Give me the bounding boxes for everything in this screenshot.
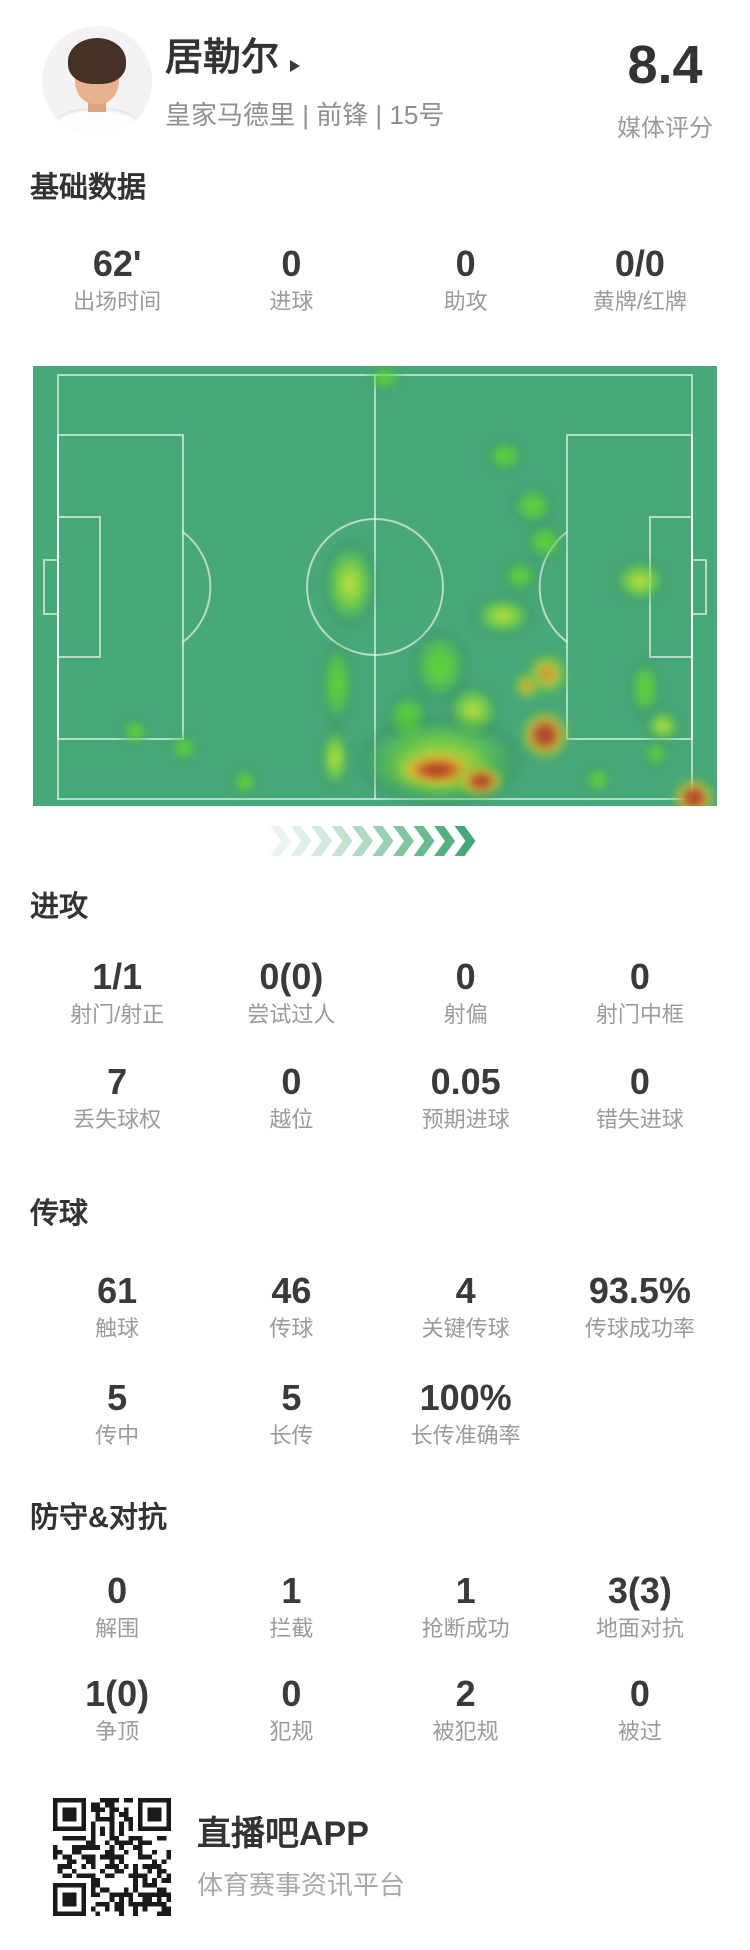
stat-aerial-duels: 1(0) 争顶 (85, 1673, 150, 1745)
passing-stats-row-1: 61 触球 46 传球 4 关键传球 93.5% 传球成功率 (30, 1271, 727, 1343)
avatar-hair (68, 38, 126, 84)
media-rating-value: 8.4 (627, 35, 703, 95)
defense-stats-row-1: 0 解围 1 拦截 1 抢断成功 3(3) 地面对抗 (30, 1571, 727, 1643)
heatmap-pitch (33, 366, 717, 806)
avatar-jersey (55, 108, 139, 136)
passing-stats-row-2: 5 传中 5 长传 100% 长传准确率 (30, 1378, 727, 1450)
heatmap-blobs (33, 366, 717, 806)
stat-offsides: 0 越位 (269, 1061, 314, 1133)
attack-stats-row-1: 1/1 射门/射正 0(0) 尝试过人 0 射偏 0 射门中框 (30, 957, 727, 1029)
player-name: 居勒尔 (165, 37, 280, 79)
section-title-defense: 防守&对抗 (30, 1502, 167, 1534)
stat-possession-lost: 7 丢失球权 (73, 1061, 162, 1133)
stat-dribbled-past: 0 被过 (617, 1673, 662, 1745)
defense-stats-row-2: 1(0) 争顶 0 犯规 2 被犯规 0 被过 (30, 1674, 727, 1746)
stat-fouls: 0 犯规 (269, 1673, 314, 1745)
chevron-arrows-icon (270, 826, 476, 858)
stat-empty (553, 1378, 727, 1450)
stat-minutes-played: 62' 出场时间 (73, 243, 162, 315)
player-avatar (42, 26, 152, 136)
player-team-position: 皇家马德里 | 前锋 | 15号 (165, 100, 445, 130)
section-title-attack: 进攻 (30, 891, 89, 923)
player-dropdown-icon[interactable] (290, 60, 300, 72)
stat-ground-duels: 3(3) 地面对抗 (595, 1570, 684, 1642)
qr-code (53, 1798, 171, 1916)
stat-expected-goals: 0.05 预期进球 (421, 1061, 510, 1133)
stat-chances-missed: 0 错失进球 (595, 1061, 684, 1133)
stat-crosses: 5 传中 (95, 1377, 140, 1449)
basic-stats-row: 62' 出场时间 0 进球 0 助攻 0/0 黄牌/红牌 (30, 244, 727, 316)
stat-passes: 46 传球 (269, 1270, 314, 1342)
stat-long-ball-accuracy: 100% 长传准确率 (410, 1377, 521, 1449)
section-title-passing: 传球 (30, 1198, 89, 1230)
stat-key-passes: 4 关键传球 (421, 1270, 510, 1342)
stat-touches: 61 触球 (95, 1270, 140, 1342)
stat-shots-woodwork: 0 射门中框 (595, 956, 684, 1028)
app-name: 直播吧APP (197, 1815, 369, 1853)
stat-pass-accuracy: 93.5% 传球成功率 (584, 1270, 695, 1342)
stat-assists: 0 助攻 (443, 243, 488, 315)
stat-goals: 0 进球 (269, 243, 314, 315)
stat-shots-on-target: 1/1 射门/射正 (70, 956, 165, 1028)
section-title-basic: 基础数据 (30, 172, 147, 204)
stat-cards: 0/0 黄牌/红牌 (592, 243, 687, 315)
app-description: 体育赛事资讯平台 (197, 1870, 406, 1900)
attack-stats-row-2: 7 丢失球权 0 越位 0.05 预期进球 0 错失进球 (30, 1062, 727, 1134)
stat-was-fouled: 2 被犯规 (432, 1673, 499, 1745)
stat-interceptions: 1 拦截 (269, 1570, 314, 1642)
media-rating-label: 媒体评分 (617, 115, 713, 142)
stat-clearances: 0 解围 (95, 1570, 140, 1642)
stat-long-balls: 5 长传 (269, 1377, 314, 1449)
stat-tackles-won: 1 抢断成功 (421, 1570, 510, 1642)
stat-shots-off: 0 射偏 (443, 956, 488, 1028)
stat-dribbles: 0(0) 尝试过人 (247, 956, 336, 1028)
